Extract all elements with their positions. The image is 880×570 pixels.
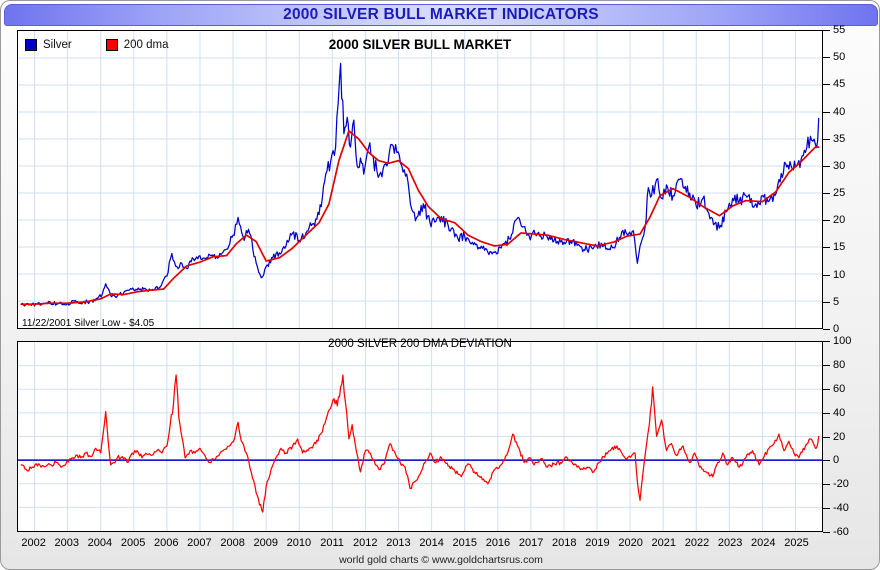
x-tick-label: 2019 <box>585 537 610 549</box>
silver-low-annotation: 11/22/2001 Silver Low - $4.05 <box>22 318 155 329</box>
x-tick-label: 2020 <box>618 537 643 549</box>
price-chart-y-tick-label: 15 <box>833 241 846 254</box>
window-title: 2000 SILVER BULL MARKET INDICATORS <box>283 6 599 23</box>
x-tick-label: 2009 <box>253 537 278 549</box>
x-tick-label: 2017 <box>518 537 544 549</box>
x-tick-label: 2023 <box>717 537 743 549</box>
x-tick-label: 2013 <box>386 537 411 549</box>
x-tick-label: 2003 <box>54 537 79 549</box>
deviation-chart-y-tick-mark <box>823 460 830 462</box>
deviation-chart-y-tick-mark <box>823 412 830 414</box>
price-chart-y-tick-mark <box>823 220 830 222</box>
price-chart-y-tick-mark <box>823 30 830 31</box>
price-chart-y-tick-mark <box>823 247 830 249</box>
deviation-chart-title: 2000 SILVER 200 DMA DEVIATION <box>328 338 512 350</box>
x-tick-label: 2008 <box>220 537 245 549</box>
deviation-chart-y-tick-label: -60 <box>833 526 849 538</box>
price-chart-y-tick-mark <box>823 193 830 195</box>
deviation-chart-y-tick-mark <box>823 388 830 390</box>
price-chart-y-tick-mark <box>823 84 830 86</box>
x-tick-label: 2011 <box>320 537 344 549</box>
deviation-chart-y-tick-label: 40 <box>833 406 846 419</box>
footer-credit: world gold charts © www.goldchartsrus.co… <box>339 554 543 566</box>
price-chart-y-tick-label: 35 <box>833 132 846 145</box>
x-tick-label: 2006 <box>154 537 179 549</box>
deviation-chart-y-tick-mark <box>823 484 830 486</box>
price-chart-y-tick-label: 10 <box>833 268 846 281</box>
price-chart-y-tick-label: 45 <box>833 78 846 91</box>
x-tick-label: 2018 <box>552 537 577 549</box>
x-tick-label: 2004 <box>87 537 113 549</box>
x-tick-label: 2005 <box>120 537 146 549</box>
price-chart-y-tick-mark <box>823 301 830 303</box>
deviation-chart-y-tick-label: -20 <box>833 478 849 491</box>
x-tick-label: 2007 <box>187 537 212 549</box>
x-tick-label: 2025 <box>784 537 809 549</box>
x-tick-label: 2024 <box>751 537 776 549</box>
x-tick-label: 2021 <box>651 537 677 549</box>
price-chart-y-tick-mark <box>823 329 830 330</box>
deviation-chart-y-tick-label: 60 <box>833 382 846 395</box>
legend-swatch-200dma <box>105 39 118 51</box>
deviation-chart-plot <box>17 341 823 532</box>
deviation-chart-y-tick-label: 20 <box>833 430 846 443</box>
x-tick-label: 2015 <box>452 537 478 549</box>
deviation-chart-y-tick-label: 80 <box>833 358 846 371</box>
price-chart-y-tick-mark <box>823 111 830 113</box>
deviation-chart-y-tick-mark <box>823 508 830 510</box>
price-chart-y-tick-mark <box>823 57 830 59</box>
deviation-chart-y-tick-mark <box>823 436 830 438</box>
deviation-chart-y-tick-mark <box>823 532 830 533</box>
x-tick-label: 2022 <box>684 537 710 549</box>
price-chart-y-tick-label: 0 <box>833 323 840 335</box>
legend-label-silver: Silver <box>43 39 72 51</box>
x-tick-label: 2002 <box>21 537 46 549</box>
chart-legend: Silver 200 dma <box>25 39 169 51</box>
deviation-chart-series <box>18 374 822 513</box>
legend-item-200dma: 200 dma <box>105 39 169 51</box>
price-chart-y-tick-mark <box>823 138 830 140</box>
price-chart-plot <box>17 30 823 329</box>
x-tick-label: 2014 <box>419 537 444 549</box>
window-title-bar: 2000 SILVER BULL MARKET INDICATORS <box>4 4 878 26</box>
legend-swatch-silver <box>25 39 37 51</box>
legend-label-200dma: 200 dma <box>123 39 169 51</box>
legend-item-silver: Silver <box>25 39 72 51</box>
price-chart-series <box>20 62 820 307</box>
price-chart-y-tick-label: 30 <box>833 159 846 172</box>
deviation-chart-y-tick-mark <box>823 364 830 366</box>
price-chart-y-tick-label: 55 <box>833 24 846 36</box>
price-chart-y-tick-mark <box>823 165 830 167</box>
deviation-chart-y-tick-label: 100 <box>833 335 852 347</box>
deviation-chart-y-tick-mark <box>823 341 830 342</box>
x-tick-label: 2016 <box>485 537 511 549</box>
price-chart-y-tick-label: 20 <box>833 214 846 227</box>
price-chart-y-tick-label: 50 <box>833 51 846 64</box>
x-tick-label: 2012 <box>353 537 378 549</box>
price-chart-y-tick-label: 5 <box>833 295 840 308</box>
price-chart-y-tick-label: 40 <box>833 105 846 118</box>
x-tick-label: 2010 <box>286 537 312 549</box>
deviation-chart-y-tick-label: 0 <box>833 454 840 467</box>
price-chart-y-tick-label: 25 <box>833 187 846 200</box>
price-chart-title: 2000 SILVER BULL MARKET <box>328 37 512 52</box>
price-chart-y-tick-mark <box>823 274 830 276</box>
deviation-chart-y-tick-label: -40 <box>833 502 849 515</box>
